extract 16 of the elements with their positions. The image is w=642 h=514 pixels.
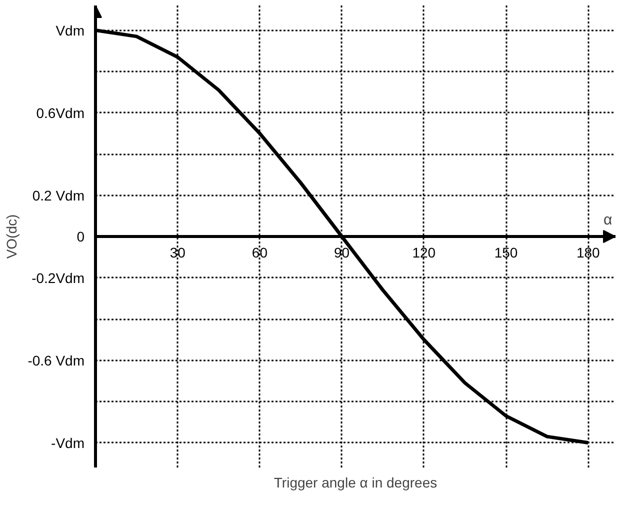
y-tick-label: -0.6 Vdm	[28, 352, 85, 368]
x-tick-label: 30	[170, 244, 186, 260]
x-tick-label: 90	[334, 244, 350, 260]
y-tick-label: 0.6Vdm	[36, 104, 84, 121]
annotation: α	[604, 212, 612, 228]
y-axis-title: VO(dc)	[4, 214, 20, 259]
y-tick-label: -Vdm	[51, 434, 85, 451]
x-tick-label: 60	[252, 244, 268, 260]
x-tick-label: 180	[576, 244, 600, 260]
x-tick-label: 150	[494, 244, 518, 260]
y-tick-label: 0	[76, 228, 85, 244]
x-tick-label: 120	[412, 244, 436, 260]
y-tick-label: 0.2 Vdm	[32, 187, 85, 204]
x-axis-title: Trigger angle α in degrees	[274, 474, 438, 490]
y-tick-label: Vdm	[56, 22, 85, 38]
y-tick-label: -0.2Vdm	[32, 270, 85, 286]
